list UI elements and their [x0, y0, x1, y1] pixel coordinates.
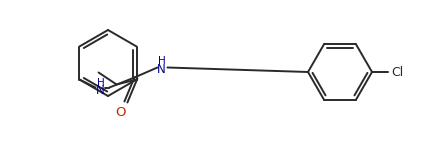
Text: H: H	[157, 57, 165, 67]
Text: N: N	[157, 63, 166, 76]
Text: H: H	[97, 78, 104, 88]
Text: Cl: Cl	[391, 66, 403, 78]
Text: N: N	[96, 84, 105, 97]
Text: O: O	[115, 106, 126, 119]
